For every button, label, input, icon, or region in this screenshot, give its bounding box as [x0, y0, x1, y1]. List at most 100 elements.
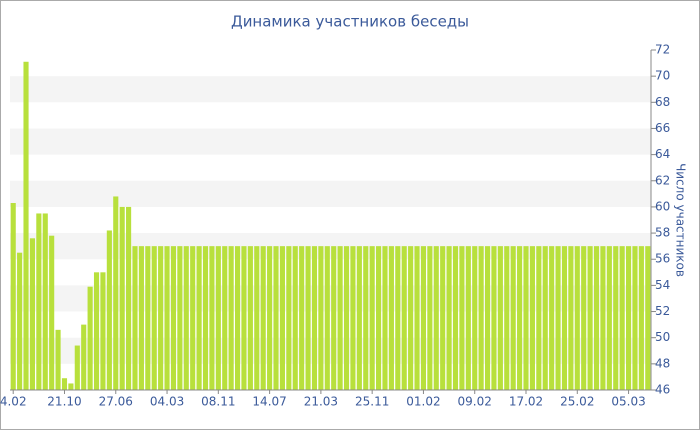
bar	[234, 246, 241, 390]
bar	[561, 246, 568, 390]
y-axis-label: Число участников	[674, 163, 688, 277]
y-tick-label: 48	[655, 356, 670, 370]
bar	[145, 246, 151, 390]
bar	[632, 246, 638, 390]
bar	[113, 196, 119, 390]
bar	[100, 272, 106, 390]
x-tick-label: 09.02	[458, 395, 492, 409]
x-tick-label: 14.07	[252, 395, 286, 409]
bar	[215, 246, 221, 390]
bar	[311, 246, 318, 390]
bar	[350, 246, 356, 390]
bar	[587, 246, 593, 390]
bar	[87, 286, 93, 390]
x-tick-label: 05.03	[611, 395, 645, 409]
bar	[408, 246, 414, 390]
x-tick-label: 4.02	[0, 395, 27, 409]
x-tick-label: 17.02	[509, 395, 543, 409]
bar	[164, 246, 170, 390]
bar	[177, 246, 183, 390]
bar	[170, 246, 177, 390]
bar	[29, 238, 35, 390]
bar	[337, 246, 343, 390]
bar	[190, 246, 196, 390]
x-tick-label: 01.02	[406, 395, 440, 409]
bar	[126, 206, 132, 390]
bar	[568, 246, 574, 390]
grid-band	[10, 337, 651, 364]
bar	[517, 246, 523, 390]
y-tick-label: 68	[655, 95, 670, 109]
bar	[132, 246, 138, 390]
bar	[459, 246, 465, 390]
bar	[267, 246, 273, 390]
bar	[382, 246, 388, 390]
bar	[510, 246, 516, 390]
bar	[593, 246, 600, 390]
bar	[440, 246, 446, 390]
bar	[247, 246, 253, 390]
bar	[472, 246, 478, 390]
bar	[183, 246, 189, 390]
bar	[388, 246, 394, 390]
grid-band	[10, 180, 651, 207]
bar	[369, 246, 375, 390]
bar	[613, 246, 619, 390]
grid-band	[10, 233, 651, 260]
x-tick-label: 08.11	[201, 395, 235, 409]
bar	[23, 61, 29, 391]
bar	[202, 246, 209, 390]
bar	[209, 246, 215, 390]
x-tick-label: 27.06	[99, 395, 133, 409]
bar	[324, 246, 330, 390]
bar	[228, 246, 234, 390]
bar	[10, 203, 16, 390]
y-tick-label: 60	[655, 199, 670, 213]
bar	[638, 246, 644, 390]
chart-title: Динамика участников беседы	[231, 13, 469, 31]
bar	[376, 246, 382, 390]
x-tick-label: 21.10	[47, 395, 81, 409]
bar	[581, 246, 587, 390]
y-tick-label: 54	[655, 278, 670, 292]
bar	[93, 272, 100, 390]
grid-band	[10, 128, 651, 155]
bar	[196, 246, 202, 390]
y-tick-label: 62	[655, 173, 670, 187]
x-tick-label: 04.03	[150, 395, 184, 409]
bar	[343, 246, 350, 390]
bar	[491, 246, 497, 390]
bar	[478, 246, 484, 390]
y-tick-label: 50	[655, 330, 670, 344]
y-tick-label: 72	[655, 43, 670, 57]
bar	[273, 246, 279, 390]
bar	[254, 246, 260, 390]
bar	[395, 246, 401, 390]
bar	[645, 246, 651, 390]
bar	[363, 246, 369, 390]
bar	[292, 246, 298, 390]
y-tick-label: 46	[655, 383, 670, 397]
bar	[433, 246, 439, 390]
bar	[446, 246, 452, 390]
bar	[222, 246, 228, 390]
bar	[318, 246, 324, 390]
bar	[401, 246, 407, 390]
bar	[299, 246, 305, 390]
bar	[549, 246, 555, 390]
bar	[619, 246, 625, 390]
bar	[529, 246, 535, 390]
bar	[331, 246, 337, 390]
bar	[106, 230, 112, 390]
bar	[68, 383, 74, 390]
bar	[414, 246, 420, 390]
y-tick-label: 56	[655, 252, 670, 266]
bar	[484, 246, 491, 390]
bar	[17, 252, 23, 390]
grid-band	[10, 285, 651, 312]
bar	[279, 246, 285, 390]
x-tick-label: 25.02	[560, 395, 594, 409]
bar	[119, 206, 125, 390]
bar	[158, 246, 164, 390]
bar	[151, 246, 157, 390]
